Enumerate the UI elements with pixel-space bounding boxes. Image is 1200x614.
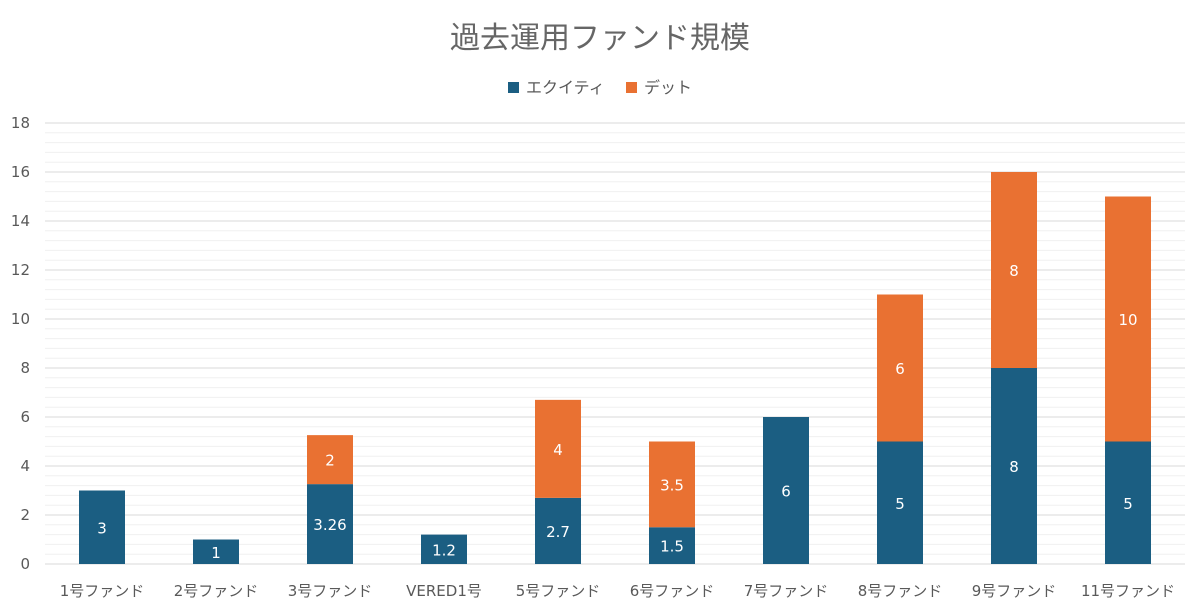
data-label: 3.5 <box>660 476 684 494</box>
x-axis-ticks: 1号ファンド 2号ファンド 3号ファンド VERED1号 5号ファンド 6号ファンド 7号フ… <box>60 582 1175 600</box>
bar-equity <box>535 497 581 564</box>
bar-equity <box>649 527 695 564</box>
y-tick-label: 0 <box>20 555 30 573</box>
data-label: 5 <box>1123 495 1133 513</box>
x-tick-label: 1号ファンド <box>60 582 145 600</box>
x-tick-label: 11号ファンド <box>1081 582 1175 600</box>
bar-equity <box>193 539 239 564</box>
bar-equity <box>307 484 353 564</box>
y-tick-label: 16 <box>11 163 30 181</box>
bar-debt <box>649 441 695 528</box>
bar-equity <box>877 441 923 564</box>
y-tick-label: 18 <box>11 114 30 132</box>
y-tick-label: 10 <box>11 310 30 328</box>
x-tick-label: 6号ファンド <box>630 582 715 600</box>
y-axis-ticks: 0 2 4 6 8 10 12 14 16 18 <box>11 114 30 573</box>
bar-debt <box>535 399 581 498</box>
data-label: 3.26 <box>313 516 346 534</box>
legend-label-debt: デット <box>644 78 692 97</box>
legend-swatch-equity <box>508 82 519 93</box>
data-label: 6 <box>781 483 791 501</box>
y-tick-label: 14 <box>11 212 30 230</box>
bars: 3 1 3.26 2 1.2 2.7 4 1.5 3.5 6 5 6 8 8 5 10 <box>79 172 1151 564</box>
y-tick-label: 4 <box>20 457 30 475</box>
x-tick-label: 9号ファンド <box>972 582 1057 600</box>
legend-label-equity: エクイティ <box>526 78 605 97</box>
x-tick-label: VERED1号 <box>406 582 482 600</box>
bar-equity <box>421 534 467 564</box>
data-label: 6 <box>895 360 905 378</box>
data-label: 10 <box>1118 311 1137 329</box>
legend-swatch-debt <box>626 82 637 93</box>
y-tick-label: 8 <box>20 359 30 377</box>
data-label: 2 <box>325 452 335 470</box>
data-label: 4 <box>553 441 563 459</box>
bar-debt <box>877 294 923 442</box>
bar-equity <box>991 368 1037 564</box>
data-label: 5 <box>895 495 905 513</box>
data-label: 1 <box>211 544 221 562</box>
x-tick-label: 2号ファンド <box>174 582 259 600</box>
data-label: 8 <box>1009 262 1019 280</box>
y-tick-label: 12 <box>11 261 30 279</box>
bar-debt <box>991 172 1037 368</box>
y-tick-label: 2 <box>20 506 30 524</box>
bar-equity <box>79 490 125 564</box>
bar-equity <box>763 417 809 564</box>
y-tick-label: 6 <box>20 408 30 426</box>
legend: エクイティ デット <box>508 78 692 97</box>
data-label: 1.5 <box>660 538 684 556</box>
data-label: 2.7 <box>546 523 570 541</box>
data-label: 1.2 <box>432 541 456 559</box>
x-tick-label: 5号ファンド <box>516 582 601 600</box>
chart-title: 過去運用ファンド規模 <box>450 21 750 56</box>
bar-debt <box>307 435 353 485</box>
data-label: 8 <box>1009 458 1019 476</box>
bar-debt <box>1105 196 1151 442</box>
x-tick-label: 7号ファンド <box>744 582 829 600</box>
x-tick-label: 8号ファンド <box>858 582 943 600</box>
bar-equity <box>1105 441 1151 564</box>
x-tick-label: 3号ファンド <box>288 582 373 600</box>
data-label: 3 <box>97 519 107 537</box>
